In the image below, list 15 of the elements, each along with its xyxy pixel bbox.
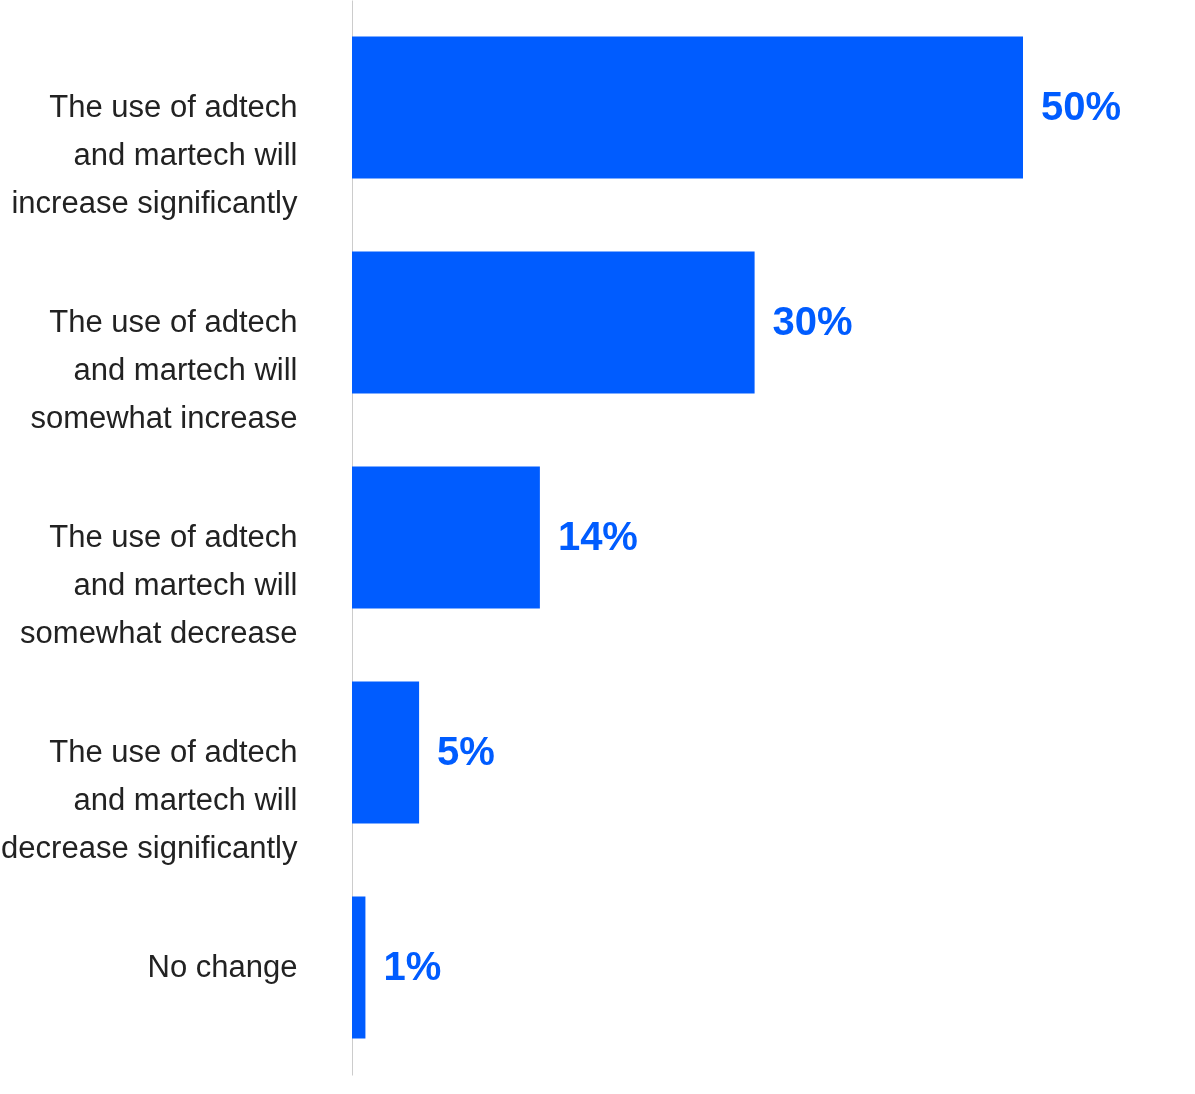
data-label: 14% <box>557 513 638 558</box>
data-label: 30% <box>772 298 853 343</box>
bar <box>352 466 540 609</box>
data-label: 5% <box>437 728 495 773</box>
y-tick-label: No change <box>147 948 298 984</box>
y-tick-label: The use of adtech and martech will decrease significantly <box>1 733 298 865</box>
bar <box>352 681 420 824</box>
y-tick-label: The use of adtech and martech will somewhat increase <box>30 303 298 435</box>
y-tick-label: The use of adtech and martech will somewhat decrease <box>20 518 298 650</box>
data-label: 1% <box>383 943 442 988</box>
data-label: 50% <box>1041 83 1122 128</box>
bar <box>352 36 1023 179</box>
bar <box>352 251 755 394</box>
y-tick-label: The use of adtech and martech will increase significantly <box>11 88 298 220</box>
bar <box>352 896 366 1039</box>
